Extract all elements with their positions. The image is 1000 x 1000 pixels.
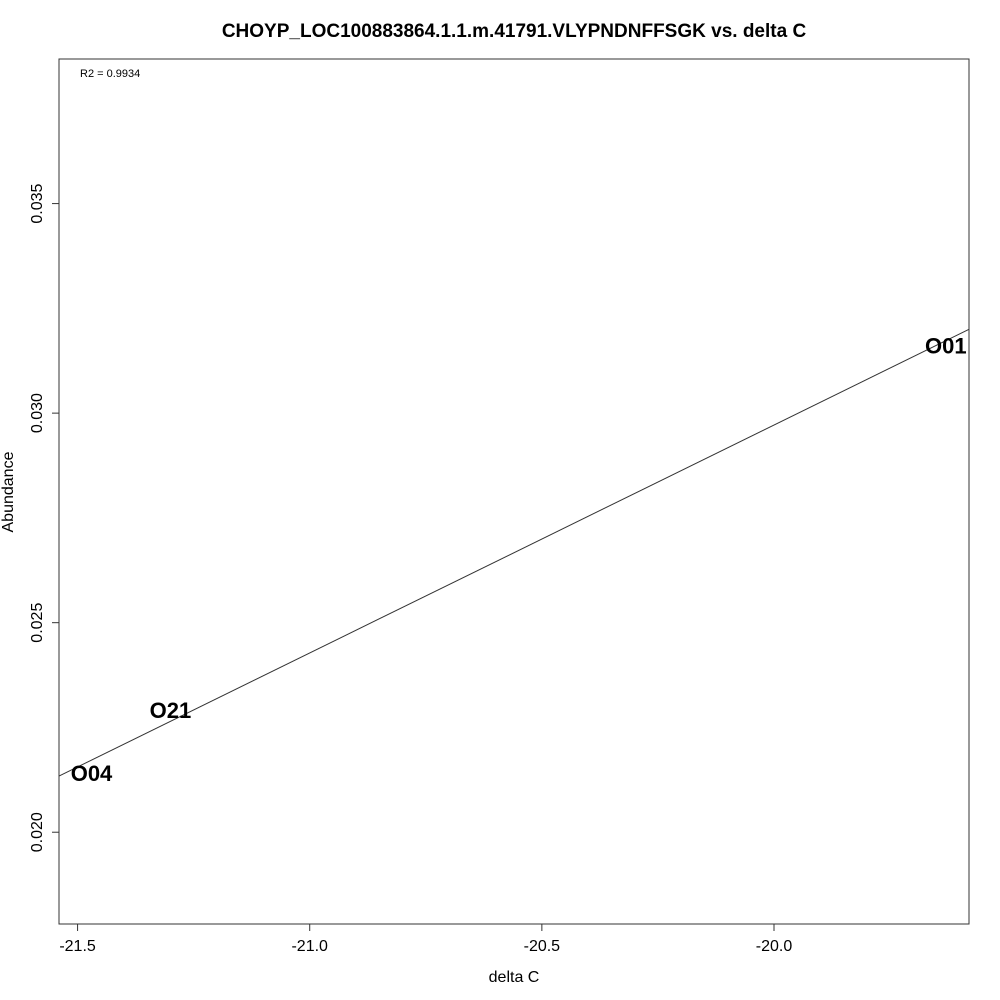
plot-frame: [58, 58, 970, 925]
y-tick-label: 0.020: [29, 812, 46, 852]
point-label: O01: [925, 334, 967, 359]
y-tick-label: 0.030: [29, 393, 46, 433]
x-tick-label: -20.0: [756, 938, 793, 955]
y-axis-label: Abundance: [0, 451, 17, 532]
point-label: O21: [150, 698, 192, 723]
r2-annotation: R2 = 0.9934: [80, 68, 140, 80]
x-axis: -21.5 -21.0 -20.5 -20.0: [59, 924, 792, 955]
x-tick-label: -21.5: [59, 938, 96, 955]
chart-title: CHOYP_LOC100883864.1.1.m.41791.VLYPNDNFF…: [222, 21, 807, 42]
x-axis-label: delta C: [489, 969, 540, 986]
x-tick-label: -21.0: [291, 938, 328, 955]
y-tick-label: 0.035: [29, 183, 46, 223]
y-tick-label: 0.025: [29, 603, 46, 643]
x-tick-label: -20.5: [524, 938, 561, 955]
y-axis: 0.020 0.025 0.030 0.035: [29, 183, 59, 852]
point-label: O04: [71, 761, 113, 786]
regression-line: [58, 328, 970, 777]
data-points: O04 O21 O01: [71, 334, 967, 786]
